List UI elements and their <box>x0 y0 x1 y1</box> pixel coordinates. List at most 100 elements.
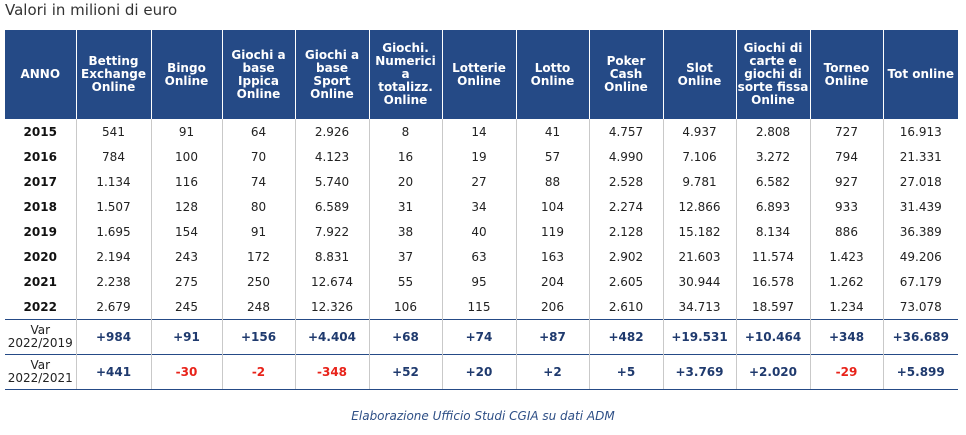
variation-cell: +52 <box>369 354 443 390</box>
column-header: Lotterie Online <box>442 30 517 119</box>
variation-cell: -30 <box>151 354 223 390</box>
value-cell: 106 <box>369 294 443 320</box>
value-cell: 115 <box>442 294 517 320</box>
column-header: Tot online <box>883 30 958 119</box>
value-cell: 31.439 <box>899 199 942 214</box>
value-cell: 6.589 <box>295 194 370 219</box>
year-cell: 2020 <box>5 244 77 269</box>
table-row: 2017 1.134 116 74 5.740 20 27 88 2.528 9.781 6.582… <box>5 169 958 194</box>
value-cell: 30.944 <box>663 269 737 294</box>
variation-cell: +441 <box>76 354 152 390</box>
value-cell: 1.262 <box>810 269 884 294</box>
value-cell: 104 <box>516 194 590 219</box>
variation-cell: +3.769 <box>663 354 737 390</box>
value-cell: 2.926 <box>295 119 370 144</box>
variation-cell: -348 <box>295 354 370 390</box>
variation-cell: +348 <box>810 319 884 355</box>
year-cell: 2017 <box>5 169 77 194</box>
column-header: Giochi. Numerici a totalizz. Online <box>369 30 443 119</box>
value-cell: 2.808 <box>736 119 811 144</box>
column-header: Betting Exchange Online <box>76 30 152 119</box>
value-cell: 243 <box>151 244 223 269</box>
variation-cell: -2 <box>222 354 296 390</box>
value-cell: 34 <box>442 194 517 219</box>
variation-cell: +984 <box>76 319 152 355</box>
value-cell: 2.610 <box>589 294 664 320</box>
value-cell: 16.913 <box>899 124 942 139</box>
value-cell: 12.866 <box>663 194 737 219</box>
value-cell: 14 <box>442 119 517 144</box>
variation-cell: +20 <box>442 354 517 390</box>
variation-label: Var 2022/2019 <box>5 319 77 355</box>
value-cell: 21.331 <box>899 149 942 164</box>
value-cell: 16 <box>369 144 443 169</box>
source-note: Elaborazione Ufficio Studi CGIA su dati … <box>351 409 615 423</box>
value-cell: 2.194 <box>76 244 152 269</box>
variation-cell: +36.689 <box>883 319 958 355</box>
value-cell: 16.578 <box>736 269 811 294</box>
value-cell: 8.134 <box>736 219 811 244</box>
table-row: 2018 1.507 128 80 6.589 31 34 104 2.274 12.866 6.8… <box>5 194 958 219</box>
table-header: ANNO Betting Exchange Online Bingo Online Gioc… <box>5 30 958 119</box>
value-cell: 8 <box>369 119 443 144</box>
value-cell: 36.389 <box>899 224 942 239</box>
variation-cell: +5.899 <box>883 354 958 390</box>
column-header: Torneo Online <box>810 30 884 119</box>
value-cell: 541 <box>76 119 152 144</box>
value-cell: 116 <box>151 169 223 194</box>
value-cell: 206 <box>516 294 590 320</box>
value-cell: 2.128 <box>589 219 664 244</box>
value-cell: 40 <box>442 219 517 244</box>
value-cell: 63 <box>442 244 517 269</box>
column-header: Lotto Online <box>516 30 590 119</box>
variation-cell: +156 <box>222 319 296 355</box>
variation-row: Var 2022/2021 +441 -30 -2 -348 +52 +20 +2 +5 +3.76… <box>5 354 958 390</box>
value-cell: 128 <box>151 194 223 219</box>
value-cell: 88 <box>516 169 590 194</box>
value-cell: 74 <box>222 169 296 194</box>
table-row: 2016 784 100 70 4.123 16 19 57 4.990 7.106 3.272 79… <box>5 144 958 169</box>
value-cell: 172 <box>222 244 296 269</box>
variation-label: Var 2022/2021 <box>5 354 77 390</box>
value-cell: 4.937 <box>663 119 737 144</box>
value-cell: 7.922 <box>295 219 370 244</box>
variation-cell: +4.404 <box>295 319 370 355</box>
value-cell: 49.206 <box>899 249 942 264</box>
value-cell: 55 <box>369 269 443 294</box>
column-header: Bingo Online <box>151 30 223 119</box>
year-cell: 2018 <box>5 194 77 219</box>
column-header: Slot Online <box>663 30 737 119</box>
value-cell: 1.507 <box>76 194 152 219</box>
header-row: ANNO Betting Exchange Online Bingo Online Gioc… <box>5 30 958 119</box>
table-body: 2015 541 91 64 2.926 8 14 41 4.757 4.937 2.808 727 1… <box>5 119 958 390</box>
value-cell: 1.423 <box>810 244 884 269</box>
variation-cell: +2 <box>516 354 590 390</box>
value-cell: 12.674 <box>295 269 370 294</box>
value-cell: 794 <box>810 144 884 169</box>
value-cell: 37 <box>369 244 443 269</box>
value-cell: 7.106 <box>663 144 737 169</box>
table-row: 2020 2.194 243 172 8.831 37 63 163 2.902 21.603 11… <box>5 244 958 269</box>
value-cell: 57 <box>516 144 590 169</box>
value-cell: 91 <box>222 219 296 244</box>
variation-cell: +68 <box>369 319 443 355</box>
value-cell: 31 <box>369 194 443 219</box>
table-row: 2022 2.679 245 248 12.326 106 115 206 2.610 34.71… <box>5 294 958 320</box>
value-cell: 163 <box>516 244 590 269</box>
value-cell: 34.713 <box>663 294 737 320</box>
column-header: Giochi a base Ippica Online <box>222 30 296 119</box>
value-cell: 27.018 <box>899 174 942 189</box>
value-cell: 4.757 <box>589 119 664 144</box>
variation-cell: +482 <box>589 319 664 355</box>
year-cell: 2016 <box>5 144 77 169</box>
value-cell: 6.893 <box>736 194 811 219</box>
value-cell: 20 <box>369 169 443 194</box>
value-cell: 927 <box>810 169 884 194</box>
value-cell: 1.134 <box>76 169 152 194</box>
table-row: 2015 541 91 64 2.926 8 14 41 4.757 4.937 2.808 727 1… <box>5 119 958 144</box>
value-cell: 1.695 <box>76 219 152 244</box>
year-cell: 2015 <box>5 119 77 144</box>
value-cell: 2.679 <box>76 294 152 320</box>
value-cell: 73.078 <box>899 299 942 314</box>
value-cell: 886 <box>810 219 884 244</box>
